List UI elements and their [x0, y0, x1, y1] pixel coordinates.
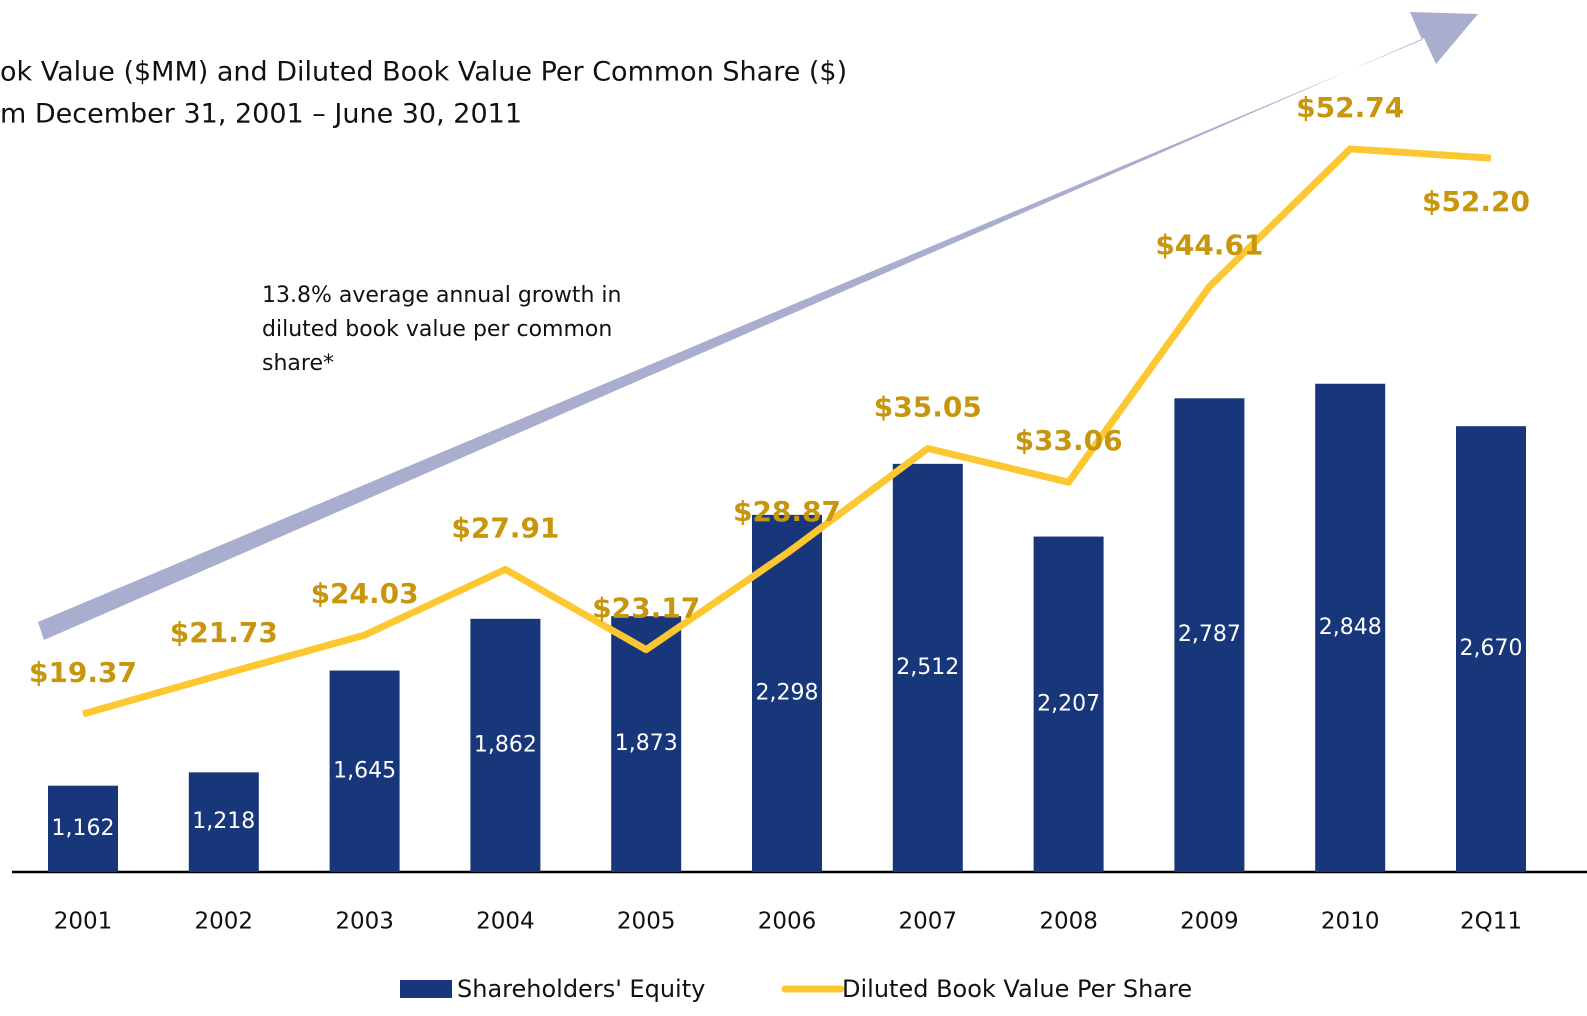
chart-title: ok Value ($MM) and Diluted Book Value Pe… [0, 57, 847, 88]
line-label: $52.20 [1422, 185, 1530, 218]
bar-label: 1,218 [192, 809, 255, 834]
bar [1033, 536, 1104, 872]
bar-label: 2,848 [1319, 615, 1382, 640]
bar-label: 2,670 [1460, 636, 1523, 661]
chart-title: m December 31, 2001 – June 30, 2011 [0, 99, 522, 130]
bar-label: 1,873 [615, 731, 678, 756]
bar [329, 670, 400, 872]
line-label: $28.87 [733, 495, 841, 528]
growth-arrow [38, 12, 1478, 640]
line-label: $35.05 [874, 390, 982, 423]
x-tick-label: 2008 [1039, 909, 1098, 935]
line [82, 145, 1492, 718]
line-label: $27.91 [451, 511, 559, 544]
bar [470, 618, 541, 872]
line-label: $21.73 [170, 616, 278, 649]
bar-label: 2,298 [756, 680, 819, 705]
x-tick-label: 2Q11 [1460, 909, 1522, 935]
x-tick-label: 2009 [1180, 909, 1239, 935]
x-tick-label: 2006 [758, 909, 817, 935]
legend-label: Diluted Book Value Per Share [842, 975, 1192, 1003]
x-tick-label: 2004 [476, 909, 535, 935]
x-tick-label: 2010 [1321, 909, 1380, 935]
bar-label: 1,162 [52, 816, 115, 841]
legend-swatch [400, 980, 452, 998]
legend-label: Shareholders' Equity [457, 975, 705, 1003]
bar [892, 463, 963, 872]
bar [1456, 426, 1526, 872]
bar [188, 772, 259, 872]
line-label: $52.74 [1296, 91, 1404, 124]
line-label: $44.61 [1155, 229, 1263, 262]
bar [752, 514, 822, 872]
bar [611, 616, 682, 872]
bar-label: 1,645 [333, 758, 396, 783]
x-tick-label: 2007 [899, 909, 958, 935]
line-label: $19.37 [29, 656, 137, 689]
bar-label: 2,207 [1037, 691, 1100, 716]
annotation: diluted book value per common [262, 317, 612, 342]
line-label: $24.03 [311, 577, 419, 610]
line-label: $23.17 [592, 592, 700, 625]
bar-label: 2,787 [1178, 622, 1241, 647]
x-tick-label: 2001 [54, 909, 113, 935]
annotation: 13.8% average annual growth in [262, 283, 621, 308]
line-label: $33.06 [1015, 424, 1123, 457]
bar [48, 785, 118, 872]
x-tick-label: 2005 [617, 909, 676, 935]
bar-label: 1,862 [474, 732, 537, 757]
bar-label: 2,512 [896, 655, 959, 680]
x-tick-label: 2003 [335, 909, 394, 935]
annotation: share* [262, 351, 334, 376]
x-tick-label: 2002 [195, 909, 254, 935]
bar [1315, 383, 1386, 872]
bar [1174, 398, 1245, 872]
